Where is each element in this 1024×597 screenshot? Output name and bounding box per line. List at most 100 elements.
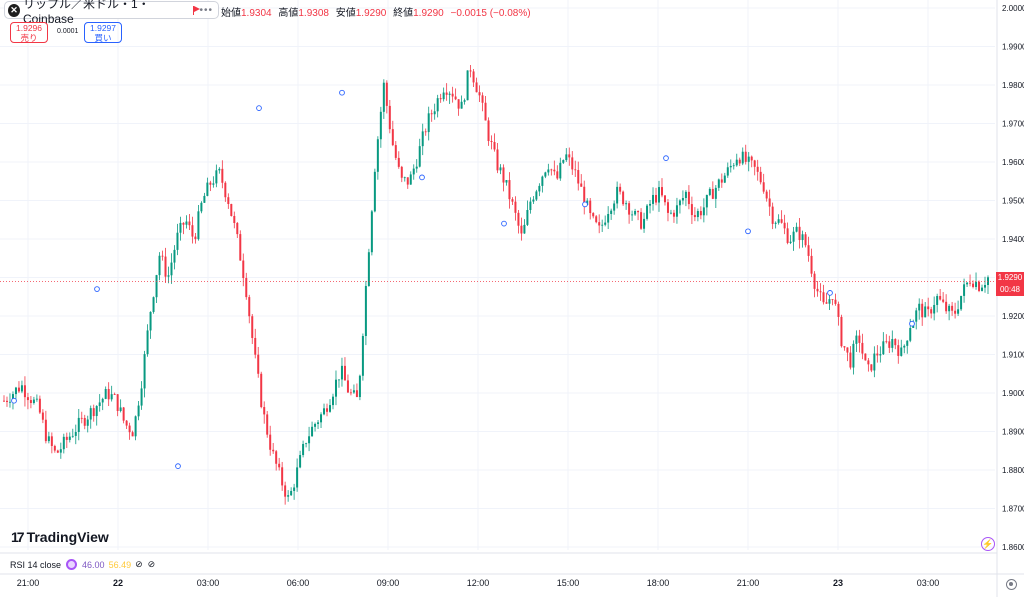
candle-body [652, 194, 655, 204]
buy-button[interactable]: 1.9297 買い [84, 22, 122, 43]
candle-body [735, 159, 738, 166]
candle-body [47, 436, 50, 442]
candle-body [209, 182, 212, 185]
event-marker-icon [827, 290, 833, 296]
candle-body [44, 419, 47, 442]
candle-body [508, 180, 511, 200]
candle-body [287, 495, 290, 497]
candle-body [876, 353, 879, 356]
candle-body [894, 339, 897, 346]
candle-body [583, 186, 586, 206]
more-options-icon[interactable]: ••• [199, 4, 213, 16]
time-tick-label: 23 [833, 578, 843, 588]
candle-body [960, 295, 963, 310]
candle-body [194, 236, 197, 240]
rsi-legend[interactable]: RSI 14 close 46.00 56.49 ⊘ ⊘ [10, 559, 160, 570]
candle-body [56, 450, 59, 453]
time-axis[interactable]: 21:00 22 03:00 06:00 09:00 12:00 15:00 18:00 21:… [17, 578, 940, 588]
candle-body [708, 188, 711, 195]
candle-body [254, 337, 257, 355]
candle-body [346, 380, 349, 393]
lightning-icon[interactable]: ⚡ [981, 537, 995, 551]
candle-body [666, 202, 669, 213]
event-marker-icon [501, 220, 507, 227]
candle-body [281, 467, 284, 486]
candle-body [143, 354, 146, 389]
candle-body [110, 394, 113, 400]
hide-icon[interactable]: ⊘ [135, 559, 143, 569]
candle-body [191, 225, 194, 237]
candle-body [816, 288, 819, 292]
settings-icon[interactable] [1006, 579, 1017, 590]
candle-body [203, 195, 206, 203]
xrp-logo-icon: ✕ [8, 3, 21, 17]
tradingview-logo[interactable]: 17 TradingView [11, 529, 109, 545]
candle-body [89, 408, 92, 420]
candle-body [376, 139, 379, 172]
candle-body [619, 186, 622, 192]
close-label: 終値 [393, 8, 414, 19]
candle-body [176, 232, 179, 250]
candle-body [663, 195, 666, 203]
candle-body [867, 360, 870, 365]
candle-body [421, 131, 424, 147]
candle-body [68, 436, 71, 440]
candle-body [179, 222, 182, 233]
rsi-ma-value: 56.49 [108, 559, 132, 570]
candle-body [972, 283, 975, 287]
last-price-value: 1.9290 [997, 273, 1023, 282]
candle-body [487, 120, 490, 142]
symbol-title-bar[interactable]: ✕ リップル／米ドル・1・Coinbase ••• [4, 0, 219, 26]
candle-body [53, 445, 56, 451]
candle-body [305, 443, 308, 445]
candle-body [762, 182, 765, 192]
candle-body [200, 202, 203, 212]
candle-body [128, 425, 131, 433]
candle-body [95, 406, 98, 417]
candle-body [843, 346, 846, 348]
price-axis[interactable]: 2.0000 1.9900 1.9800 1.9700 1.9600 1.9500 1.94… [1002, 4, 1024, 552]
candle-body [610, 210, 613, 214]
sell-button[interactable]: 1.9296 売り [10, 22, 48, 43]
candle-body [804, 234, 807, 246]
candle-body [753, 160, 756, 167]
candle-body [38, 398, 41, 413]
candle-body [385, 82, 388, 106]
candle-body [92, 408, 95, 417]
candle-body [957, 309, 960, 314]
candle-body [215, 170, 218, 184]
candle-body [484, 102, 487, 121]
candle-body [17, 387, 20, 392]
candle-body [445, 92, 448, 95]
price-tick-label: 1.8900 [1002, 428, 1024, 437]
candle-body [317, 422, 320, 424]
candle-body [568, 154, 571, 158]
candle-body [607, 213, 610, 223]
candle-body [137, 405, 140, 417]
buy-price: 1.9297 [90, 23, 116, 33]
candle-body [140, 388, 143, 406]
hide-icon[interactable]: ⊘ [147, 559, 156, 569]
candle-body [669, 212, 672, 214]
candle-body [388, 105, 391, 130]
candle-body [738, 159, 741, 164]
rsi-name: RSI 14 close [10, 559, 62, 570]
candle-body [463, 100, 466, 102]
candle-body [921, 303, 924, 318]
buy-label: 買い [94, 33, 112, 43]
candle-body [164, 256, 167, 277]
candle-body [320, 414, 323, 423]
candle-body [496, 149, 499, 171]
candle-body [412, 168, 415, 175]
candle-body [768, 198, 771, 207]
candle-body [451, 93, 454, 97]
flag-icon[interactable] [192, 5, 200, 15]
candle-body [592, 213, 595, 217]
candle-body [577, 170, 580, 184]
event-marker-icon [582, 201, 588, 208]
candle-body [299, 455, 302, 468]
candle-body [547, 169, 550, 173]
candle-body [544, 172, 547, 177]
candle-body [361, 336, 364, 376]
